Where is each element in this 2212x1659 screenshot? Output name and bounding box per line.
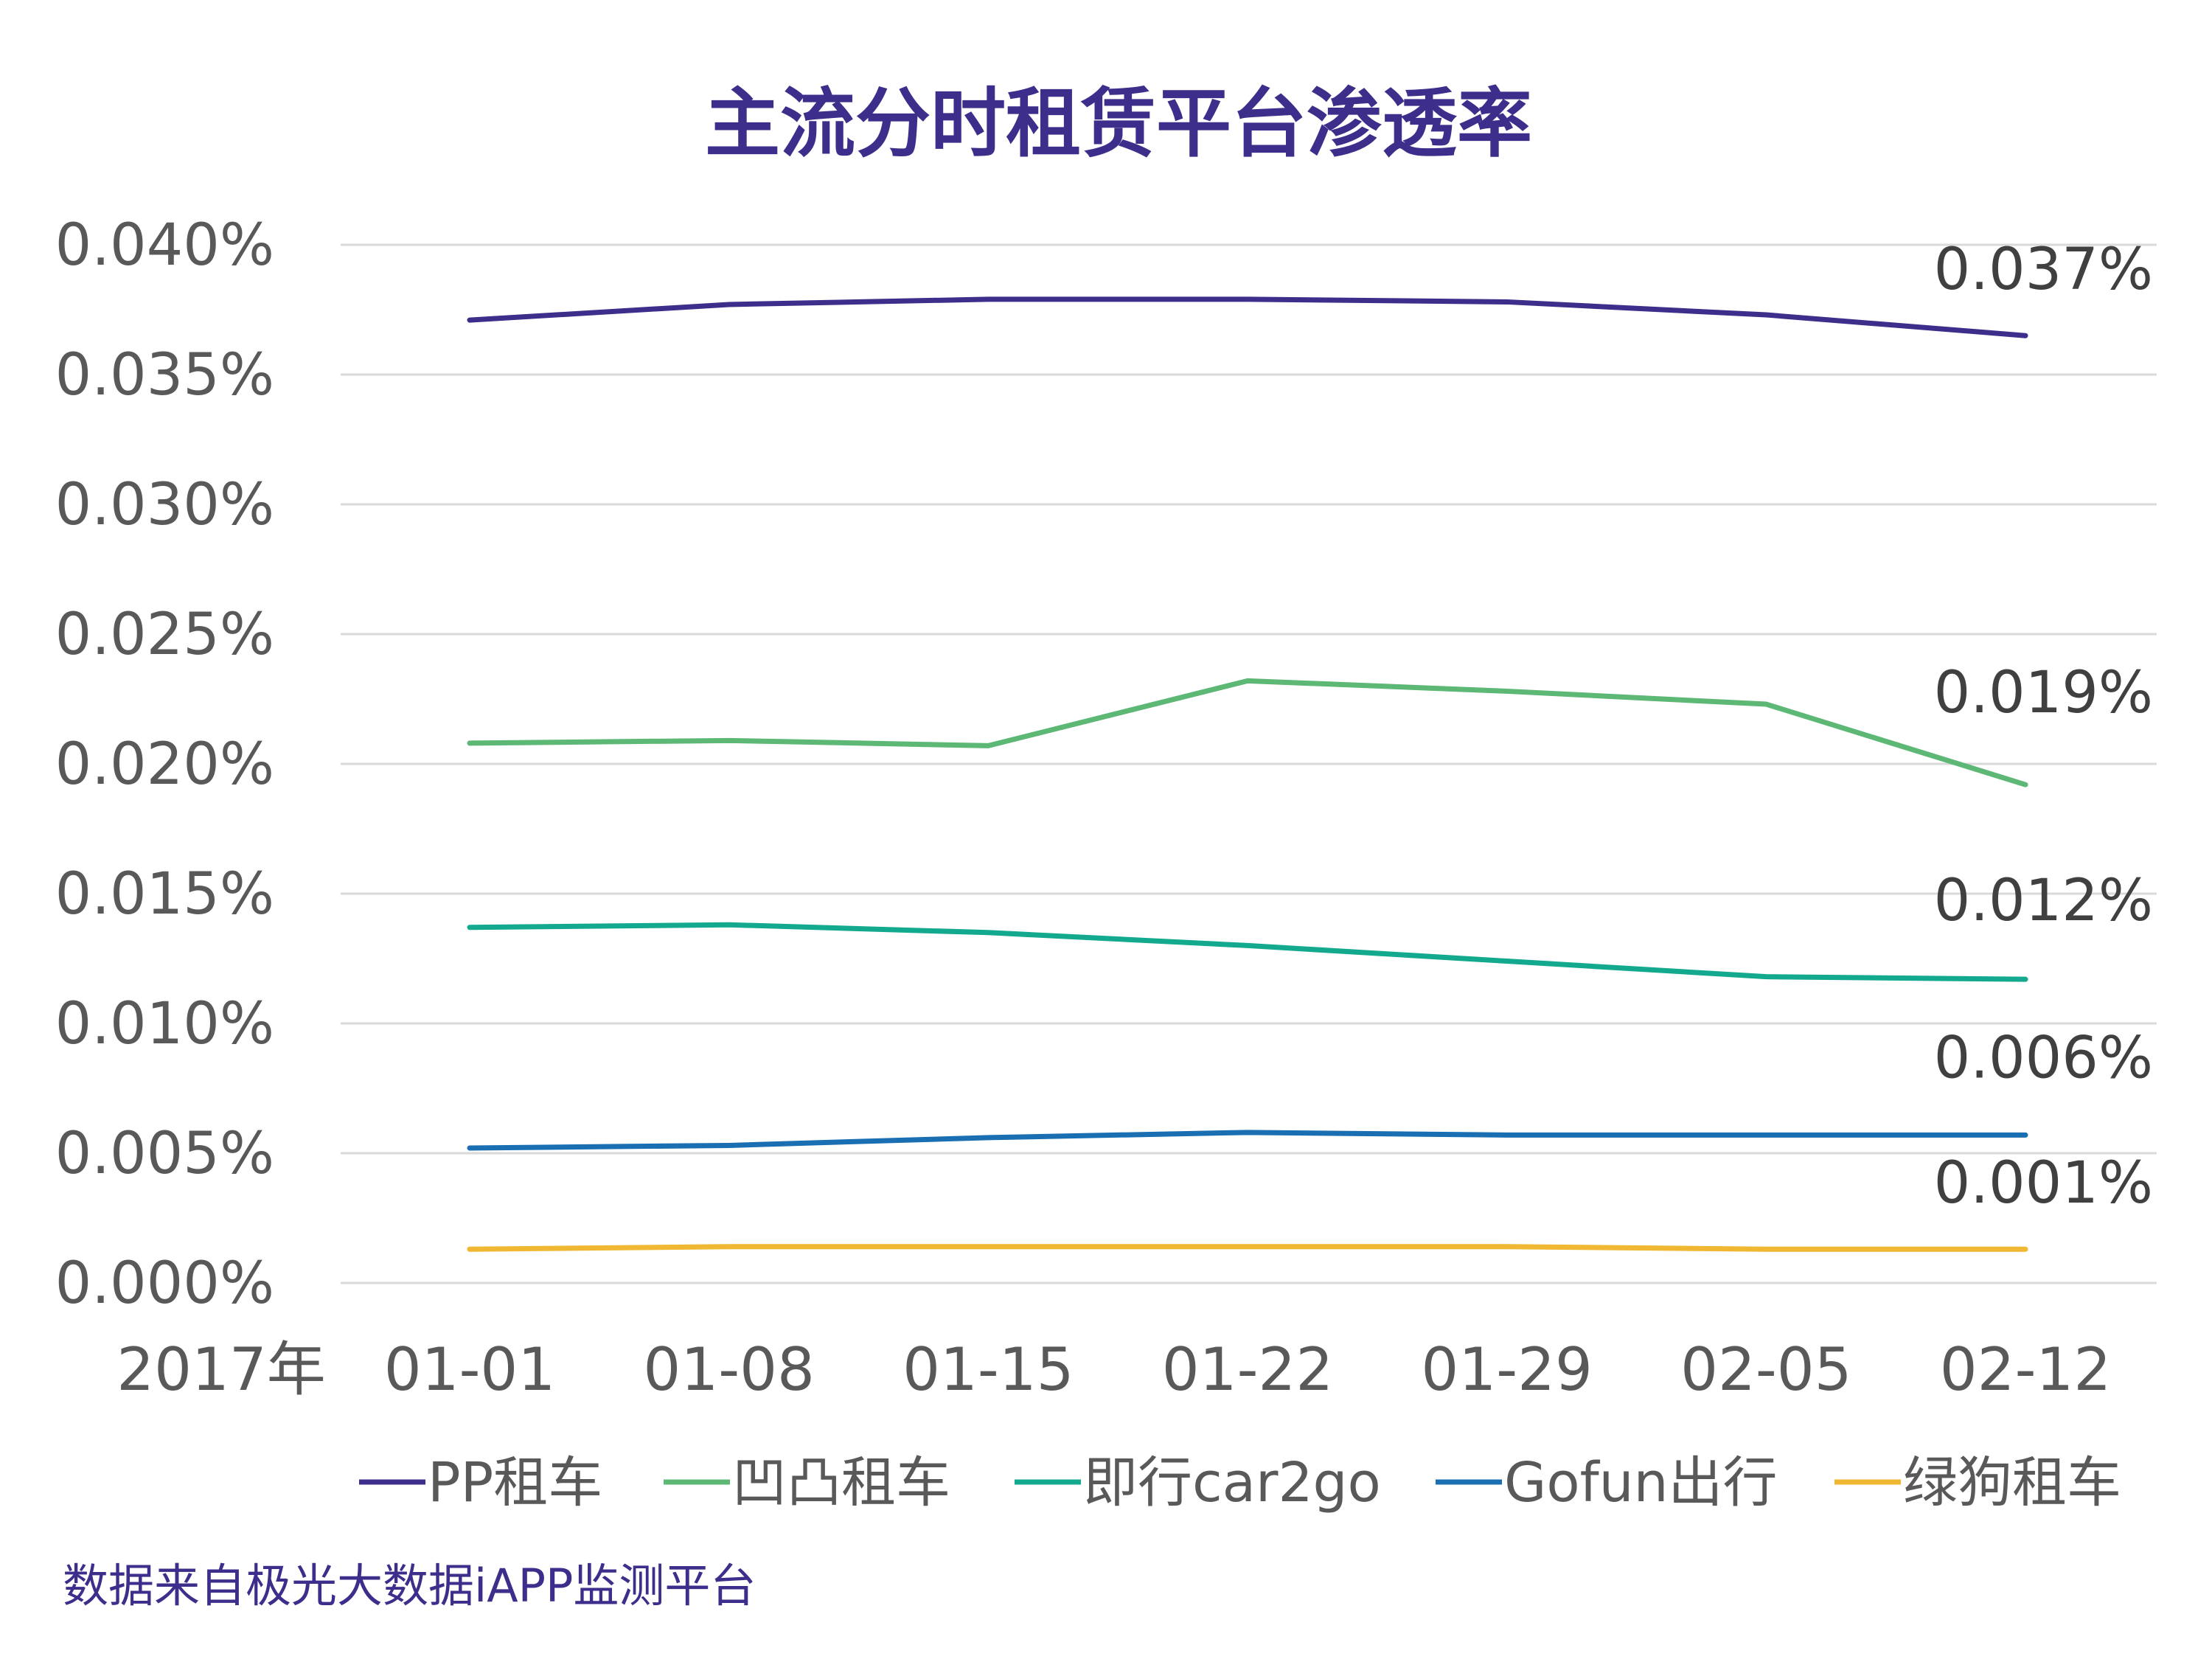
data-label: 0.019% [1934,660,2153,726]
legend-label: PP租车 [428,1451,602,1514]
y-tick-label: 0.040% [55,212,274,279]
legend-label: 绿狗租车 [1903,1451,2121,1514]
gridlines [341,243,2157,1284]
x-tick-label: 01-22 [1162,1335,1333,1404]
x-tick-label: 01-08 [643,1335,814,1404]
series-lines [467,296,2028,1252]
legend: PP租车 凹凸租车 即行car2go Gofun出行 绿狗租车 [359,1451,2121,1514]
series-line [467,678,2028,787]
series-line [467,296,2028,338]
series-line [467,1130,2028,1151]
y-tick-label: 0.035% [55,342,274,408]
x-tick-label: 01-01 [384,1335,555,1404]
y-tick-label: 0.010% [55,991,274,1057]
y-tick-label: 0.020% [55,731,274,798]
x-tick-label: 02-12 [1940,1335,2111,1404]
chart-title: 主流分时租赁平台渗透率 [705,80,1532,168]
y-tick-label: 0.025% [55,602,274,668]
data-label: 0.037% [1934,237,2153,303]
data-label: 0.006% [1934,1025,2153,1091]
x-tick-label: 02-05 [1680,1335,1851,1404]
end-labels: 0.037% 0.019% 0.012% 0.006% 0.001% [1934,237,2153,1217]
x-tick-label: 01-15 [902,1335,1074,1404]
legend-label: 凹凸租车 [732,1451,950,1514]
data-label: 0.012% [1934,868,2153,934]
source-note: 数据来自极光大数据iAPP监测平台 [63,1559,756,1613]
y-axis-ticks: 0.000% 0.005% 0.010% 0.015% 0.020% 0.025% 0.03… [55,212,274,1317]
legend-label: 即行car2go [1083,1451,1381,1514]
y-tick-label: 0.015% [55,861,274,928]
x-tick-label: 01-29 [1421,1335,1592,1404]
series-line [467,1244,2028,1252]
x-axis-ticks: 2017年 01-01 01-08 01-15 01-22 01-29 02-05 02-1… [116,1335,2111,1404]
x-axis-year-label: 2017年 [116,1335,326,1404]
y-tick-label: 0.005% [55,1121,274,1187]
legend-label: Gofun出行 [1504,1451,1777,1514]
y-tick-label: 0.030% [55,472,274,538]
series-line [467,922,2028,982]
data-label: 0.001% [1934,1150,2153,1217]
y-tick-label: 0.000% [55,1251,274,1317]
